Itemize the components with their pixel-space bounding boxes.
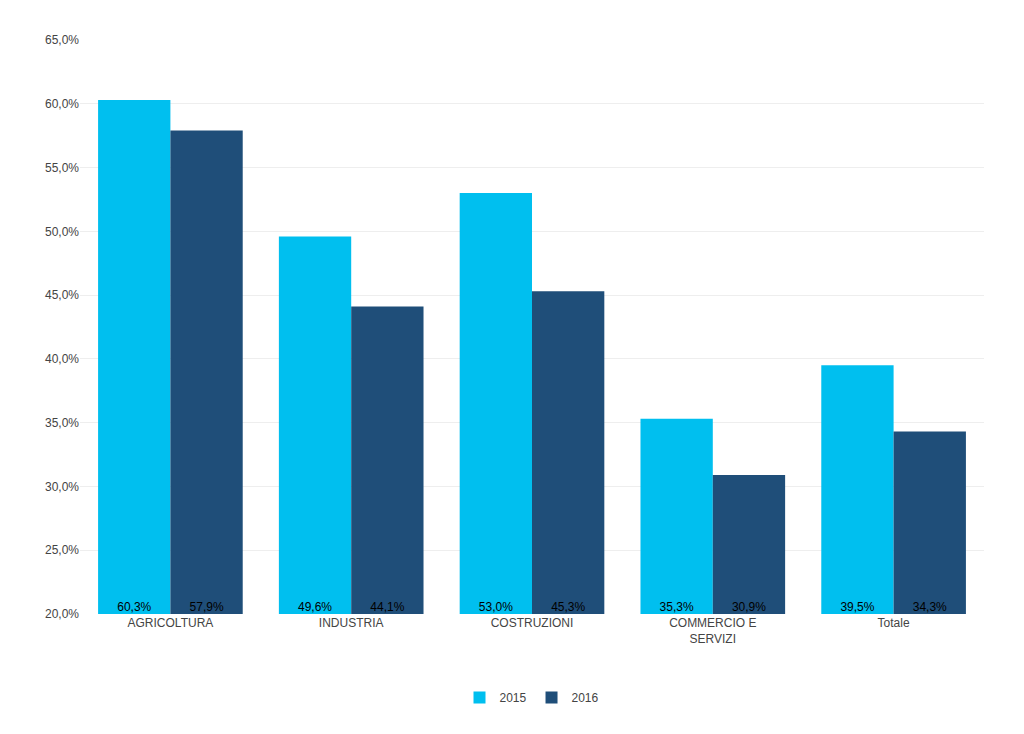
svg-text:60,3%: 60,3%	[117, 600, 151, 614]
svg-text:65,0%: 65,0%	[45, 33, 79, 47]
svg-text:55,0%: 55,0%	[45, 161, 79, 175]
svg-text:AGRICOLTURA: AGRICOLTURA	[128, 616, 214, 630]
svg-text:45,3%: 45,3%	[551, 600, 585, 614]
svg-text:40,0%: 40,0%	[45, 352, 79, 366]
svg-text:53,0%: 53,0%	[479, 600, 513, 614]
svg-text:30,9%: 30,9%	[732, 600, 766, 614]
svg-text:44,1%: 44,1%	[370, 600, 404, 614]
svg-text:57,9%: 57,9%	[190, 600, 224, 614]
svg-text:INDUSTRIA: INDUSTRIA	[319, 616, 384, 630]
svg-text:35,3%: 35,3%	[660, 600, 694, 614]
svg-text:45,0%: 45,0%	[45, 288, 79, 302]
svg-text:30,0%: 30,0%	[45, 480, 79, 494]
svg-text:25,0%: 25,0%	[45, 543, 79, 557]
svg-text:60,0%: 60,0%	[45, 97, 79, 111]
svg-text:2016: 2016	[572, 691, 599, 705]
svg-text:20,0%: 20,0%	[45, 607, 79, 621]
svg-text:39,5%: 39,5%	[840, 600, 874, 614]
svg-text:COSTRUZIONI: COSTRUZIONI	[491, 616, 574, 630]
svg-text:34,3%: 34,3%	[913, 600, 947, 614]
svg-text:49,6%: 49,6%	[298, 600, 332, 614]
svg-text:Totale: Totale	[878, 616, 910, 630]
svg-text:35,0%: 35,0%	[45, 416, 79, 430]
svg-text:COMMERCIO ESERVIZI: COMMERCIO ESERVIZI	[669, 616, 756, 646]
svg-text:50,0%: 50,0%	[45, 225, 79, 239]
svg-text:2015: 2015	[500, 691, 527, 705]
